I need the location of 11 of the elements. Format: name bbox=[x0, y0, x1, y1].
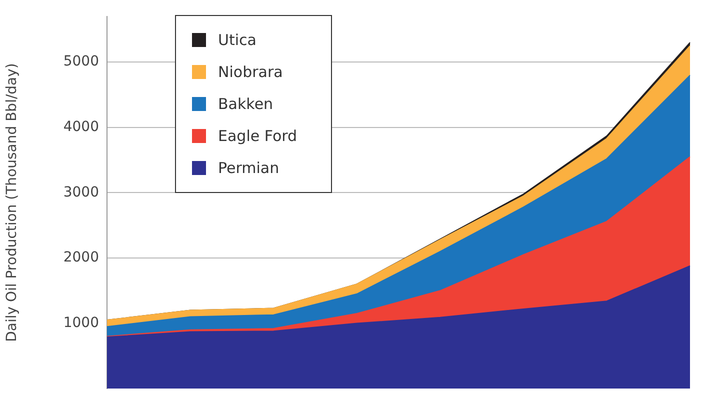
y-tick-label: 2000 bbox=[63, 250, 99, 266]
y-tick-label: 4000 bbox=[63, 119, 99, 136]
y-tick-label: 5000 bbox=[63, 54, 99, 70]
legend-label: Utica bbox=[218, 31, 256, 49]
y-axis-title: Daily Oil Production (Thousand Bbl/day) bbox=[4, 63, 20, 342]
y-tick-label: 1000 bbox=[63, 314, 99, 331]
y-tick-label: 3000 bbox=[63, 184, 99, 200]
legend-label: Permian bbox=[218, 159, 280, 177]
legend-label: Eagle Ford bbox=[218, 127, 298, 145]
legend-label: Niobrara bbox=[218, 63, 283, 81]
legend-label: Bakken bbox=[218, 95, 274, 113]
